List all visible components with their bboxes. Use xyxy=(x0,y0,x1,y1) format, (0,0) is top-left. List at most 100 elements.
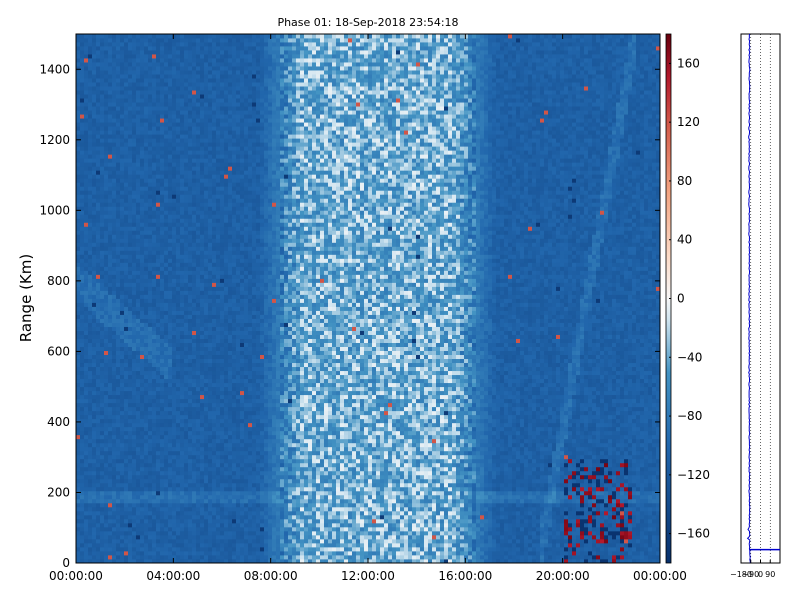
heatmap-cell xyxy=(180,350,185,356)
heatmap-cell xyxy=(196,378,201,384)
heatmap-cell xyxy=(140,46,145,51)
heatmap-cell xyxy=(128,246,133,251)
heatmap-cell xyxy=(188,102,193,107)
heatmap-cell xyxy=(220,218,225,223)
heatmap-cell xyxy=(148,198,153,203)
heatmap-cell xyxy=(120,306,125,311)
heatmap-cell xyxy=(216,378,221,384)
heatmap-cell xyxy=(120,98,125,103)
heatmap-cell xyxy=(176,466,181,472)
heatmap-cell xyxy=(176,294,181,299)
heatmap-cell xyxy=(220,534,225,540)
heatmap-cell xyxy=(188,202,193,207)
heatmap-cell xyxy=(196,498,201,504)
heatmap-cell xyxy=(132,338,137,343)
heatmap-cell xyxy=(204,230,209,235)
heatmap-cell xyxy=(92,114,97,119)
heatmap-cell xyxy=(184,206,189,211)
heatmap-cell xyxy=(152,102,157,107)
heatmap-cell xyxy=(140,42,145,47)
heatmap-cell xyxy=(168,402,173,408)
heatmap-cell xyxy=(100,442,105,448)
heatmap-cell xyxy=(136,550,141,556)
heatmap-cell xyxy=(224,434,229,440)
heatmap-cell xyxy=(156,62,161,67)
heatmap-cell xyxy=(164,126,169,131)
heatmap-cell xyxy=(168,206,173,211)
heatmap-cell xyxy=(104,218,109,223)
heatmap-cell xyxy=(148,138,153,143)
heatmap-cell xyxy=(184,506,189,512)
heatmap-cell xyxy=(96,142,101,147)
heatmap-cell xyxy=(208,262,213,267)
heatmap-cell xyxy=(120,350,125,356)
heatmap-cell xyxy=(188,58,193,63)
heatmap-cell xyxy=(160,374,165,380)
heatmap-cell xyxy=(204,166,209,171)
heatmap-cell xyxy=(180,554,185,560)
heatmap-cell xyxy=(212,182,217,187)
heatmap-cell xyxy=(112,394,117,400)
heatmap-cell xyxy=(108,534,113,540)
heatmap-cell xyxy=(152,386,157,392)
heatmap-cell xyxy=(84,422,89,428)
heatmap-cell xyxy=(128,410,133,416)
heatmap-cell xyxy=(224,494,229,500)
heatmap-cell xyxy=(212,354,217,360)
heatmap-cell xyxy=(188,174,193,179)
heatmap-cell xyxy=(156,394,161,400)
heatmap-cell xyxy=(208,430,213,436)
heatmap-cell xyxy=(152,390,157,396)
heatmap-cell xyxy=(196,386,201,392)
heatmap-cell xyxy=(84,518,89,524)
heatmap-cell xyxy=(92,190,97,195)
heatmap-cell xyxy=(92,138,97,143)
heatmap-cell xyxy=(88,514,93,520)
heatmap-cell xyxy=(200,170,205,175)
heatmap-cell xyxy=(104,318,109,323)
heatmap-cell xyxy=(172,114,177,119)
heatmap-cell xyxy=(152,274,157,279)
heatmap-cell xyxy=(144,230,149,235)
heatmap-cell xyxy=(132,354,137,360)
heatmap-cell xyxy=(96,554,101,560)
heatmap-cell xyxy=(172,482,177,488)
heatmap-cell xyxy=(212,66,217,71)
heatmap-cell xyxy=(88,490,93,496)
heatmap-cell xyxy=(156,134,161,139)
heatmap-cell xyxy=(152,306,157,311)
heatmap-cell xyxy=(132,346,137,351)
heatmap-cell xyxy=(100,110,105,115)
heatmap-cell xyxy=(168,550,173,556)
heatmap-cell xyxy=(128,398,133,404)
heatmap-cell xyxy=(136,294,141,299)
heatmap-cell xyxy=(164,366,169,372)
heatmap-cell xyxy=(212,242,217,247)
heatmap-cell xyxy=(132,506,137,512)
heatmap-cell xyxy=(164,174,169,179)
heatmap-cell xyxy=(160,114,165,119)
heatmap-cell xyxy=(148,390,153,396)
heatmap-cell xyxy=(208,74,213,79)
heatmap-cell xyxy=(152,298,157,303)
heatmap-cell xyxy=(224,474,229,480)
heatmap-cell xyxy=(84,98,89,103)
heatmap-cell xyxy=(120,370,125,376)
heatmap-cell xyxy=(224,162,229,167)
heatmap-cell xyxy=(104,254,109,259)
heatmap-cell xyxy=(76,282,81,287)
heatmap-cell xyxy=(204,54,209,59)
heatmap-cell xyxy=(140,462,145,468)
heatmap-cell xyxy=(108,146,113,151)
heatmap-cell xyxy=(152,478,157,484)
heatmap-cell xyxy=(216,534,221,540)
heatmap-cell xyxy=(76,470,81,476)
heatmap-cell xyxy=(220,154,225,159)
heatmap-cell xyxy=(216,46,221,51)
heatmap-cell xyxy=(132,110,137,115)
heatmap-cell xyxy=(132,406,137,412)
heatmap-cell xyxy=(100,90,105,95)
heatmap-cell xyxy=(180,38,185,43)
heatmap-cell xyxy=(100,142,105,147)
heatmap-cell xyxy=(128,498,133,504)
